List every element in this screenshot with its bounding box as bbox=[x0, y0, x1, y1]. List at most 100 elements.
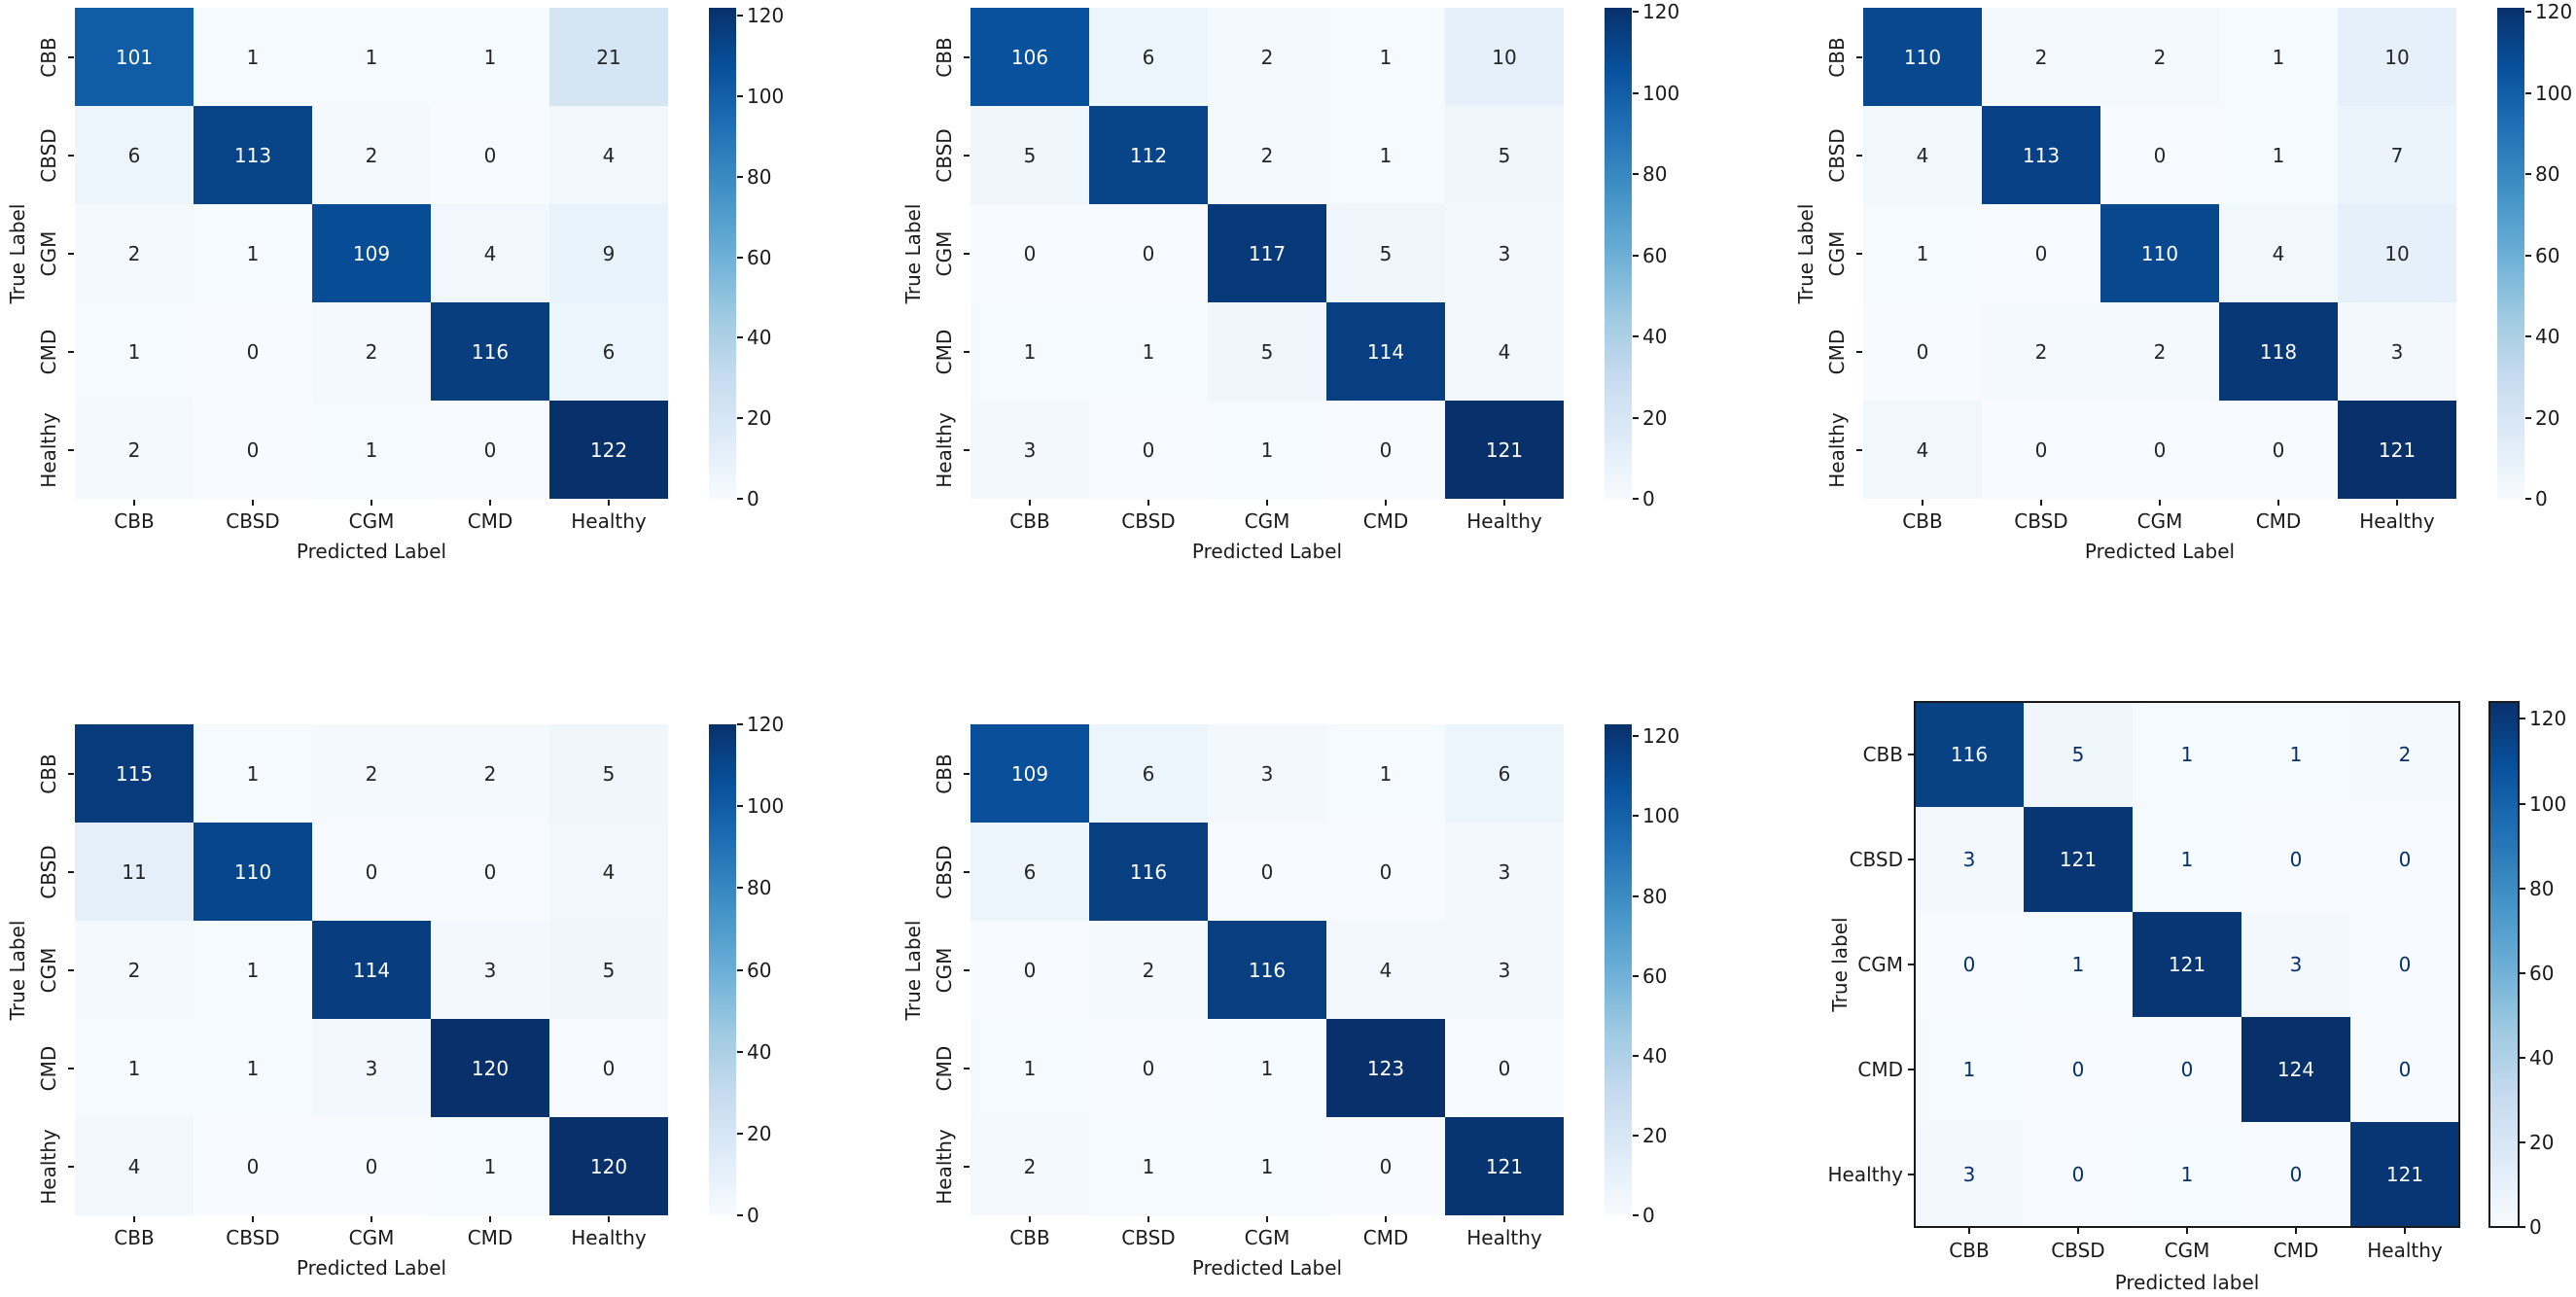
colorbar-tick-mark bbox=[1633, 416, 1639, 419]
y-axis-tick-mark bbox=[1908, 859, 1914, 860]
y-axis-tick-mark bbox=[68, 55, 74, 58]
colorbar-tick-mark bbox=[737, 417, 743, 420]
colorbar-tick-mark bbox=[2525, 416, 2531, 419]
y-axis-tick-mark bbox=[68, 252, 74, 255]
y-tick-label: CBB bbox=[1862, 743, 1903, 766]
colorbar-tick-label: 20 bbox=[747, 1121, 772, 1145]
heatmap-cell: 1 bbox=[194, 204, 312, 302]
y-tick-label: CGM bbox=[1857, 953, 1903, 976]
y-tick-label: Healthy bbox=[37, 411, 60, 488]
heatmap-cell: 2 bbox=[1208, 106, 1326, 204]
x-tick-label: Healthy bbox=[571, 509, 647, 533]
colorbar-tick-mark bbox=[737, 1214, 743, 1216]
heatmap-cell: 1 bbox=[1326, 106, 1445, 204]
y-axis-tick-mark bbox=[1908, 964, 1914, 965]
heatmap-cell: 6 bbox=[1089, 8, 1208, 106]
x-tick-label: CBB bbox=[1949, 1239, 1990, 1262]
heatmap-cell: 0 bbox=[2241, 1122, 2350, 1227]
colorbar-tick-mark bbox=[1633, 173, 1639, 176]
colorbar-tick-label: 20 bbox=[1642, 405, 1668, 430]
colorbar-tick-mark bbox=[1633, 894, 1639, 897]
heatmap-cell: 121 bbox=[2133, 912, 2241, 1017]
colorbar-tick-mark bbox=[737, 175, 743, 178]
y-tick-label: CBSD bbox=[37, 844, 60, 899]
colorbar-tick-label: 120 bbox=[747, 713, 785, 736]
colorbar-tick-label: 80 bbox=[747, 164, 772, 189]
x-axis-tick-mark bbox=[133, 1216, 135, 1222]
y-axis-tick-mark bbox=[1856, 350, 1862, 353]
confusion-matrix-subplot-6: True label CBB CBSD CGM CMD Healthy 116 5 1 1 2 3 12… bbox=[1717, 642, 2576, 1297]
colorbar bbox=[2497, 8, 2524, 499]
colorbar-tick-label: 80 bbox=[2529, 876, 2555, 900]
x-axis-tick-mark bbox=[1147, 500, 1149, 506]
y-tick-label: CMD bbox=[37, 329, 60, 374]
x-tick-label: Healthy bbox=[1466, 1226, 1542, 1249]
heatmap-grid: 116 5 1 1 2 3 121 1 0 0 0 1 121 3 0 1 0 0 124 0 3 0 1 0 121 bbox=[1914, 701, 2460, 1228]
x-tick-label: CBB bbox=[1009, 1226, 1050, 1249]
x-tick-label: CMD bbox=[2273, 1239, 2319, 1262]
heatmap-cell: 7 bbox=[2338, 106, 2456, 204]
heatmap-cell: 0 bbox=[2219, 401, 2338, 499]
heatmap-cell: 2 bbox=[2100, 302, 2219, 401]
colorbar-tick-mark bbox=[1633, 11, 1639, 14]
x-tick-label: CMD bbox=[467, 509, 513, 533]
colorbar-tick-mark bbox=[1633, 815, 1639, 818]
heatmap-cell: 1 bbox=[1208, 401, 1326, 499]
y-axis-tick-mark bbox=[964, 154, 970, 157]
heatmap-cell: 1 bbox=[194, 1019, 312, 1117]
y-axis-tick-mark bbox=[68, 448, 74, 451]
heatmap-cell: 10 bbox=[2338, 8, 2456, 106]
heatmap-cell: 5 bbox=[2024, 702, 2133, 807]
colorbar-tick-mark bbox=[2525, 173, 2531, 176]
heatmap-grid: 106 6 2 1 10 5 112 2 1 5 0 0 117 5 3 1 1 5 114 4 3 0 1 0 121 bbox=[970, 8, 1564, 499]
y-axis-title: True Label bbox=[901, 203, 925, 303]
confusion-matrix-subplot-4: True Label CBB CBSD CGM CMD Healthy 115 1 2 2 5 11 1… bbox=[0, 713, 788, 1297]
colorbar-tick-label: 0 bbox=[2529, 1215, 2542, 1239]
y-tick-label: CMD bbox=[933, 1045, 956, 1091]
heatmap-cell: 1 bbox=[194, 724, 312, 823]
heatmap-cell: 122 bbox=[549, 401, 668, 499]
x-tick-label: CMD bbox=[2255, 509, 2302, 533]
heatmap-cell: 1 bbox=[970, 302, 1089, 401]
y-tick-label: Healthy bbox=[1827, 1163, 1903, 1186]
colorbar-tick-label: 100 bbox=[747, 85, 785, 109]
confusion-matrix-subplot-5: True Label CBB CBSD CGM CMD Healthy 109 6 3 1 6 6 11… bbox=[896, 717, 1683, 1297]
x-axis-tick-mark bbox=[2396, 500, 2398, 506]
heatmap-cell: 116 bbox=[1915, 702, 2024, 807]
heatmap-cell: 10 bbox=[1445, 8, 1564, 106]
x-tick-label: CBB bbox=[114, 1226, 155, 1249]
x-tick-label: CGM bbox=[348, 509, 395, 533]
colorbar-tick-label: 120 bbox=[1642, 724, 1680, 749]
colorbar-tick-mark bbox=[2520, 1056, 2525, 1059]
x-axis-tick-mark bbox=[1385, 1216, 1387, 1222]
colorbar-tick-mark bbox=[737, 968, 743, 971]
x-axis-title: Predicted Label bbox=[1191, 540, 1343, 563]
x-axis-tick-mark bbox=[1266, 500, 1268, 506]
heatmap-cell: 1 bbox=[312, 8, 431, 106]
x-tick-label: CBSD bbox=[226, 509, 280, 533]
heatmap-cell: 120 bbox=[431, 1019, 549, 1117]
heatmap-cell: 0 bbox=[549, 1019, 668, 1117]
colorbar-tick-label: 0 bbox=[747, 487, 759, 510]
heatmap-cell: 1 bbox=[312, 401, 431, 499]
x-axis-tick-mark bbox=[1503, 500, 1505, 506]
heatmap-cell: 1 bbox=[970, 1019, 1089, 1117]
x-axis-tick-mark bbox=[1503, 1216, 1505, 1222]
colorbar-tick-mark bbox=[1633, 735, 1639, 738]
x-axis-tick-mark bbox=[1385, 500, 1387, 506]
x-axis-tick-mark bbox=[2077, 1228, 2079, 1234]
heatmap-cell: 1 bbox=[1208, 1117, 1326, 1215]
heatmap-cell: 0 bbox=[2350, 1017, 2459, 1122]
colorbar-tick-label: 120 bbox=[747, 4, 785, 28]
heatmap-grid: 115 1 2 2 5 11 110 0 0 4 2 1 114 3 5 1 1 3 120 0 4 0 0 1 120 bbox=[75, 724, 668, 1215]
heatmap-cell: 1 bbox=[1089, 1117, 1208, 1215]
heatmap-cell: 0 bbox=[2100, 401, 2219, 499]
heatmap-cell: 123 bbox=[1326, 1019, 1445, 1117]
x-tick-label: CGM bbox=[2164, 1239, 2210, 1262]
y-axis-tick-mark bbox=[964, 870, 970, 873]
heatmap-cell: 6 bbox=[549, 302, 668, 401]
heatmap-cell: 116 bbox=[1208, 921, 1326, 1019]
colorbar-tick-label: 0 bbox=[1642, 487, 1655, 510]
x-tick-label: CBSD bbox=[226, 1226, 280, 1249]
heatmap-cell: 4 bbox=[75, 1117, 194, 1215]
